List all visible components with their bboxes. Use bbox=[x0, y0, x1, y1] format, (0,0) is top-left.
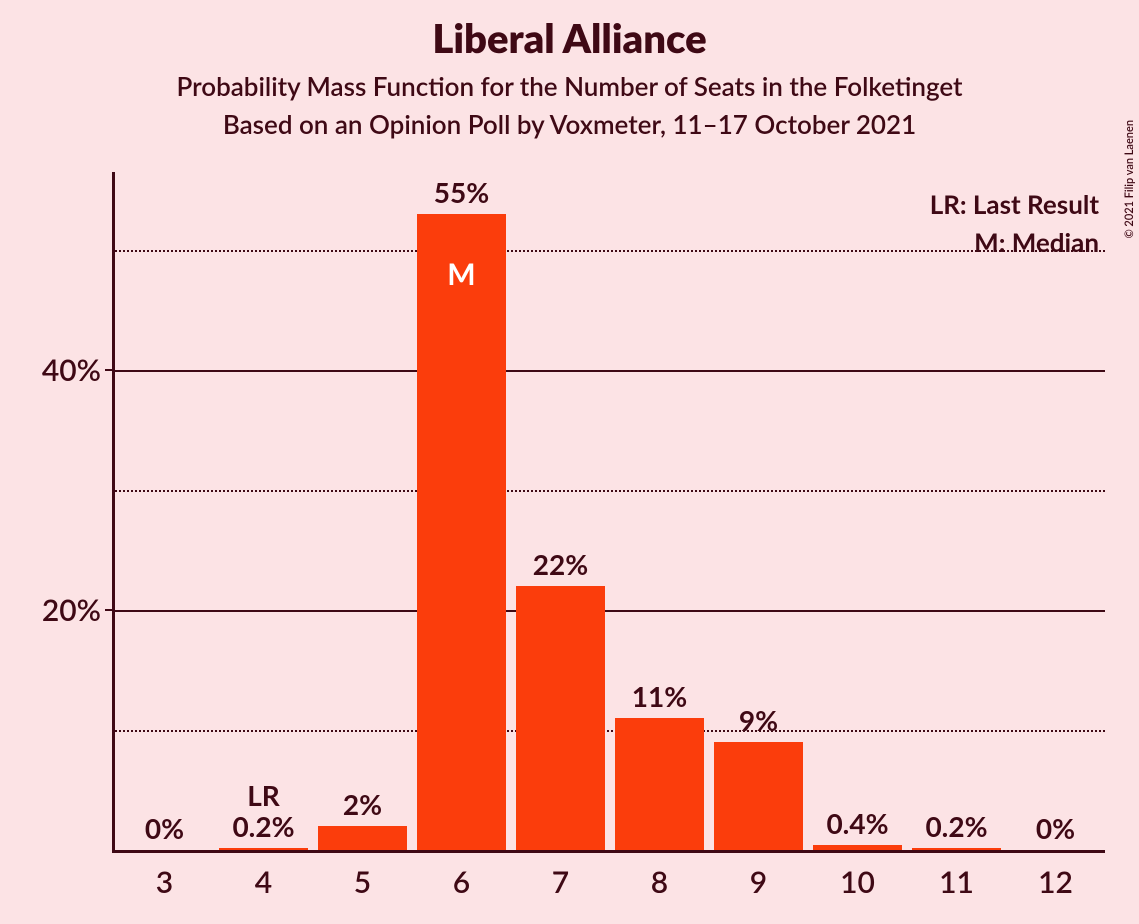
x-axis-tick-label: 6 bbox=[453, 850, 470, 900]
bar-value-label: LR0.2% bbox=[232, 780, 294, 848]
x-axis-tick-label: 11 bbox=[939, 850, 974, 900]
bar-value-label: 2% bbox=[343, 789, 382, 826]
chart-title: Liberal Alliance bbox=[0, 14, 1139, 62]
plot-area: 20%40%34567891011120%LR0.2%2%55%M22%11%9… bbox=[115, 190, 1105, 850]
bar-value-text: 2% bbox=[343, 787, 382, 821]
x-axis-tick-label: 4 bbox=[255, 850, 272, 900]
x-axis-tick-label: 5 bbox=[354, 850, 371, 900]
legend: LR: Last ResultM: Median bbox=[930, 186, 1099, 261]
bar: 11% bbox=[615, 718, 704, 850]
bar: 55%M bbox=[417, 214, 506, 850]
copyright-text: © 2021 Filip van Laenen bbox=[1123, 120, 1136, 238]
bar-value-text: 11% bbox=[632, 679, 687, 713]
bar: 2% bbox=[318, 826, 407, 850]
x-axis-tick-label: 12 bbox=[1038, 850, 1073, 900]
bar-value-text: 0.2% bbox=[232, 809, 294, 843]
chart-subtitle-2: Based on an Opinion Poll by Voxmeter, 11… bbox=[0, 108, 1139, 140]
legend-m: M: Median bbox=[930, 224, 1099, 262]
bar-value-label: 0.4% bbox=[826, 808, 888, 845]
copyright-label: © 2021 Filip van Laenen bbox=[1115, 0, 1139, 200]
y-axis-line bbox=[112, 172, 115, 853]
x-axis-tick-label: 7 bbox=[552, 850, 569, 900]
bar-value-text: 55% bbox=[434, 175, 489, 209]
bar-extra-label: LR bbox=[232, 780, 294, 811]
bar-value-text: 9% bbox=[739, 703, 778, 737]
bar-value-label: 55% bbox=[434, 177, 489, 214]
gridline-major bbox=[115, 610, 1105, 612]
bar-chart: 20%40%34567891011120%LR0.2%2%55%M22%11%9… bbox=[115, 190, 1105, 850]
bar-value-label: 0% bbox=[145, 813, 184, 850]
gridline-minor bbox=[115, 490, 1105, 492]
bar-value-label: 11% bbox=[632, 681, 687, 718]
bar: 22% bbox=[516, 586, 605, 850]
bar-value-label: 22% bbox=[533, 549, 588, 586]
bar-value-text: 0% bbox=[1036, 811, 1075, 845]
x-axis-tick-label: 8 bbox=[651, 850, 668, 900]
gridline-minor bbox=[115, 730, 1105, 732]
x-axis-line bbox=[112, 850, 1105, 853]
bar-value-text: 22% bbox=[533, 547, 588, 581]
bar-center-label: M bbox=[447, 256, 475, 292]
bar-value-text: 0% bbox=[145, 811, 184, 845]
chart-subtitle-1: Probability Mass Function for the Number… bbox=[0, 70, 1139, 102]
x-axis-tick-label: 9 bbox=[750, 850, 767, 900]
legend-lr: LR: Last Result bbox=[930, 186, 1099, 224]
x-axis-tick-label: 3 bbox=[156, 850, 173, 900]
bar-value-label: 9% bbox=[739, 705, 778, 742]
bar-value-label: 0% bbox=[1036, 813, 1075, 850]
bar: 9% bbox=[714, 742, 803, 850]
bar-value-text: 0.4% bbox=[826, 806, 888, 840]
title-block: Liberal Alliance Probability Mass Functi… bbox=[0, 14, 1139, 146]
bar-value-text: 0.2% bbox=[925, 809, 987, 843]
gridline-major bbox=[115, 370, 1105, 372]
bar-value-label: 0.2% bbox=[925, 811, 987, 848]
x-axis-tick-label: 10 bbox=[840, 850, 875, 900]
